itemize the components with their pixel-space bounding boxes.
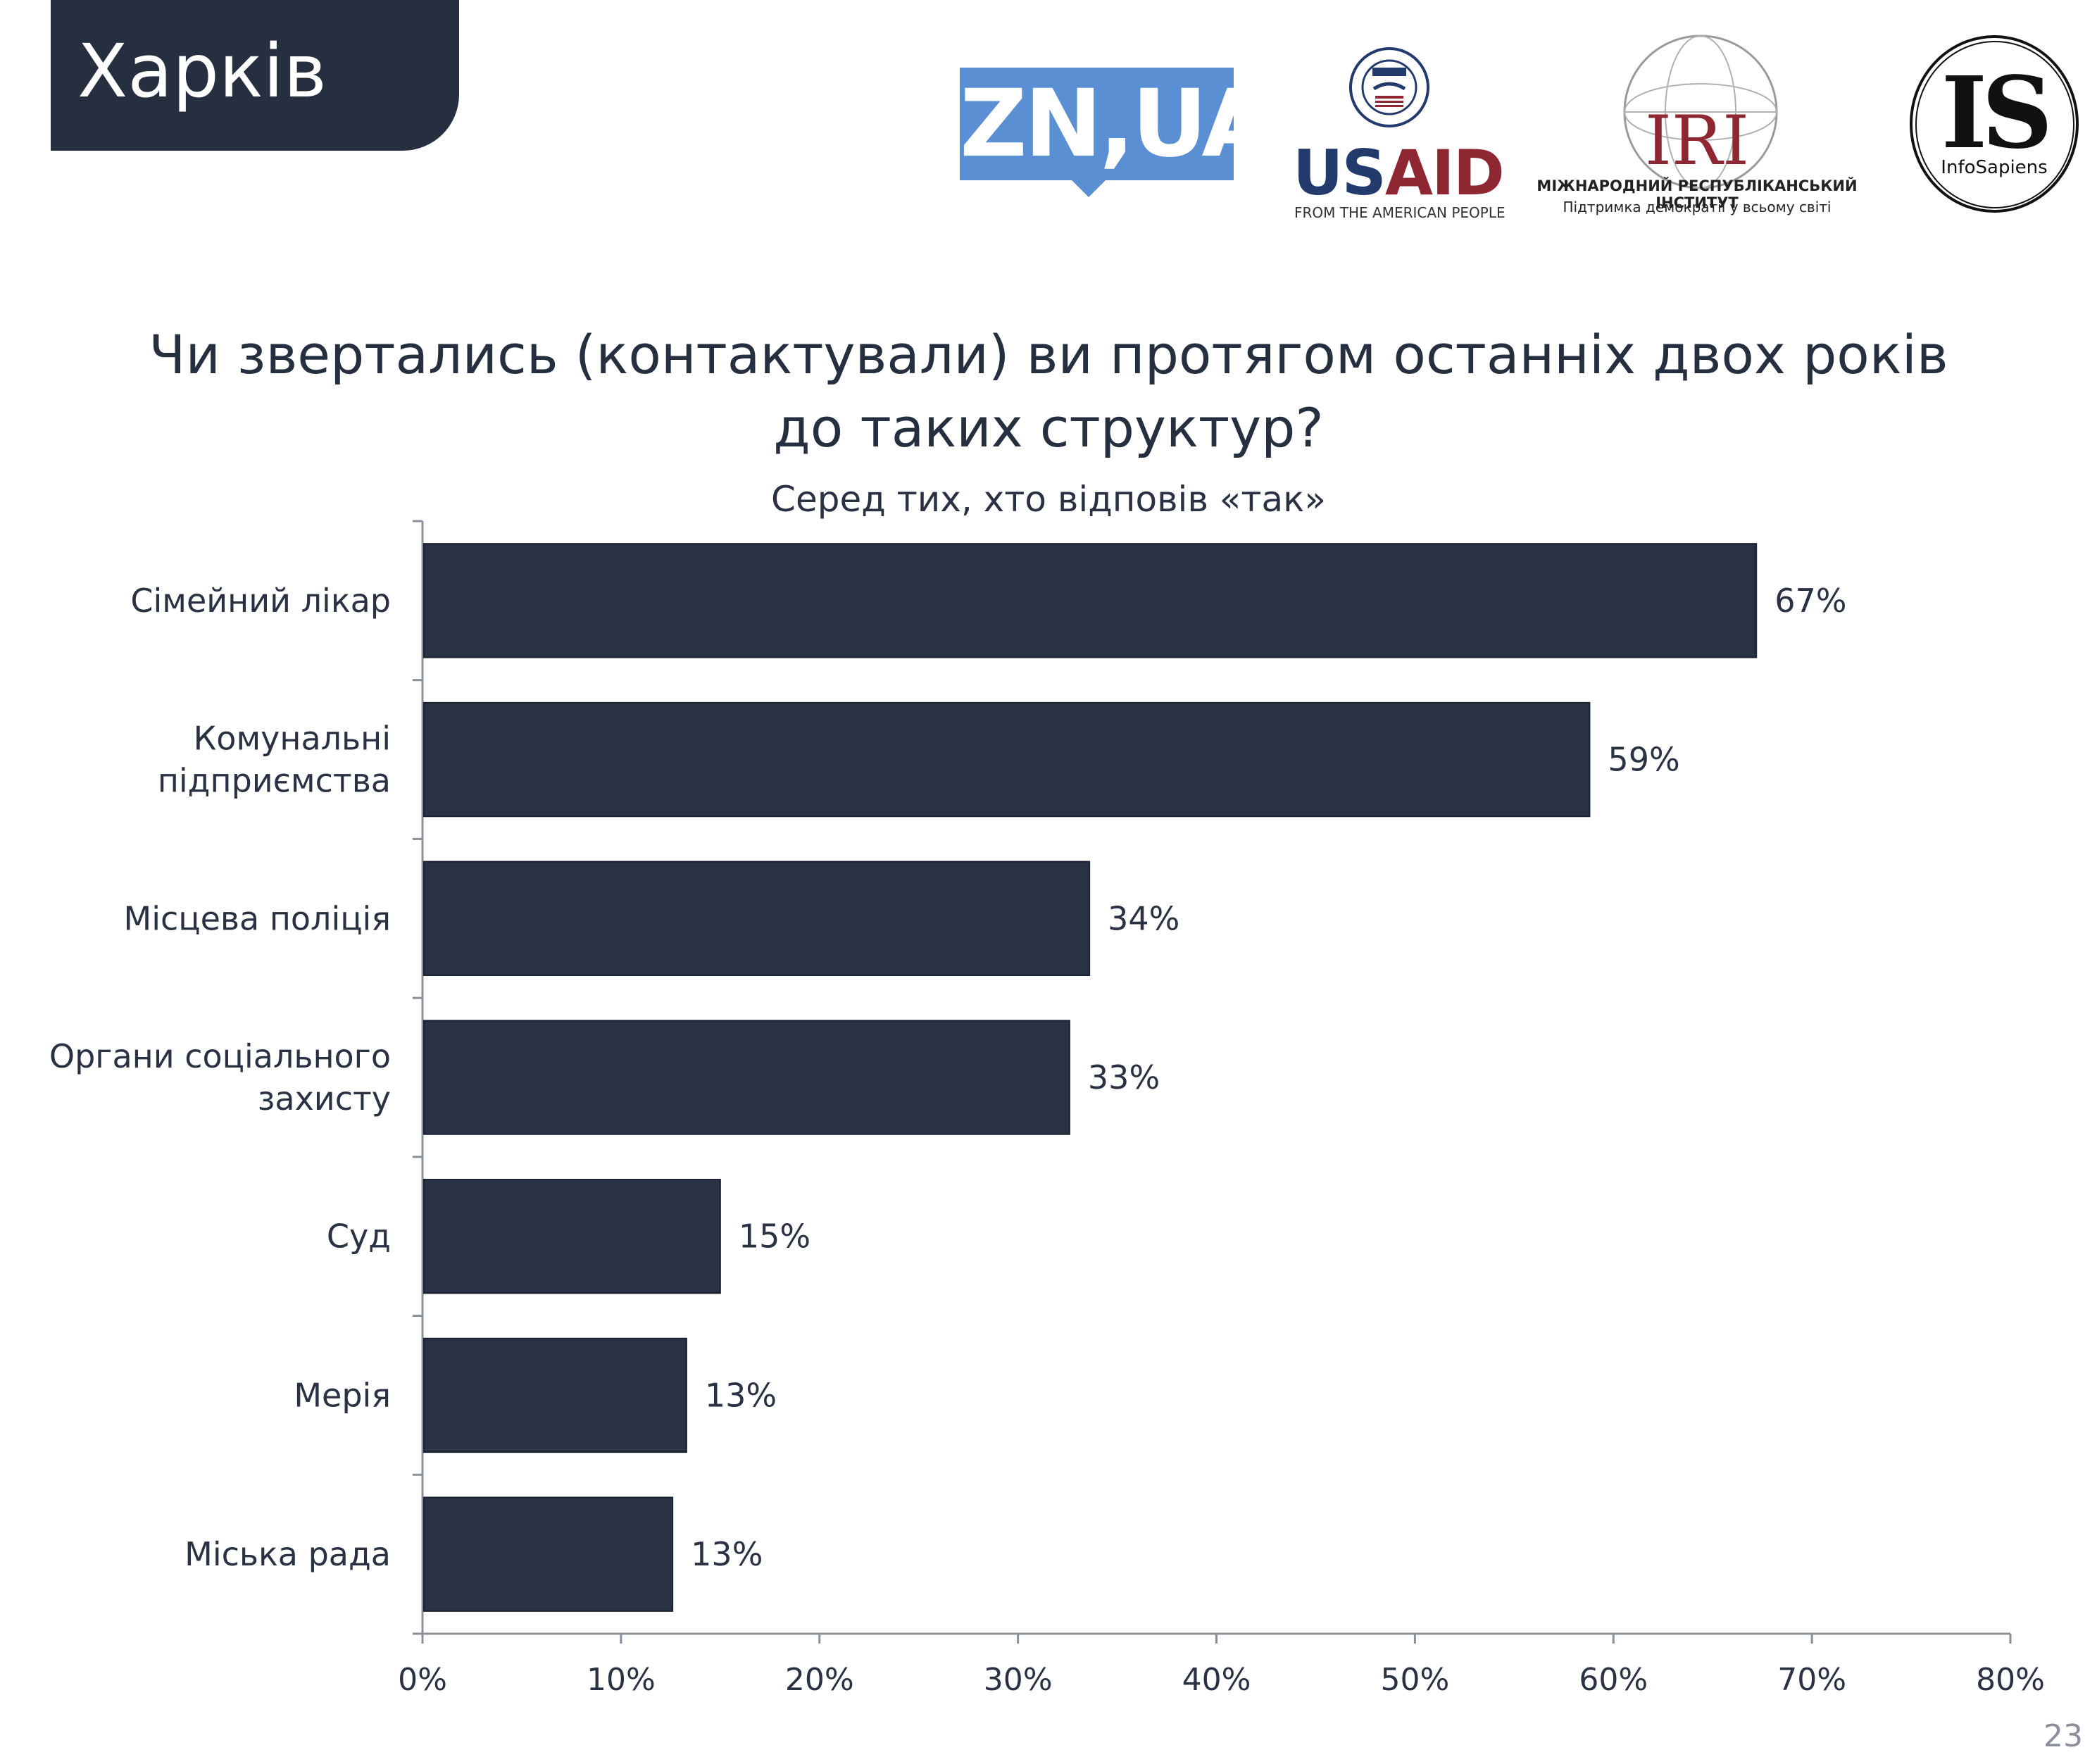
bar <box>423 1179 721 1294</box>
bar-value-label: 13% <box>691 1535 763 1573</box>
page-number: 23 <box>2043 1718 2083 1754</box>
bar-value-label: 33% <box>1088 1058 1160 1096</box>
category-label: Сімейний лікар <box>130 582 391 620</box>
category-label: Суд <box>327 1218 391 1256</box>
infosapiens-ring-icon <box>1910 35 2079 213</box>
city-tab: Харків <box>51 0 459 151</box>
zn-ua-logo: ZN,UA <box>960 68 1274 180</box>
usaid-wordmark: USAID <box>1293 137 1505 209</box>
bar <box>423 1337 687 1453</box>
category-label: підприємства <box>158 762 391 800</box>
iri-logo: IRI МІЖНАРОДНИЙ РЕСПУБЛІКАНСЬКИЙ ІНСТИТУ… <box>1521 31 1873 221</box>
iri-tagline: Підтримка демократії у всьому світі <box>1563 199 1832 215</box>
infosapiens-mark: IS <box>1941 56 2053 171</box>
bar <box>423 861 1091 976</box>
infosapiens-logo: IS InfoSapiens <box>1906 33 2082 215</box>
category-label: Місцева поліція <box>124 899 391 937</box>
x-tick-label: 30% <box>984 1662 1053 1698</box>
city-name: Харків <box>77 28 327 114</box>
bar <box>423 1020 1070 1135</box>
bar-value-label: 13% <box>705 1376 777 1414</box>
bar-value-label: 59% <box>1608 741 1679 779</box>
x-tick-label: 60% <box>1579 1662 1648 1698</box>
bar-value-label: 34% <box>1108 899 1179 937</box>
category-label: Органи соціального <box>49 1037 391 1075</box>
x-tick-label: 50% <box>1380 1662 1449 1698</box>
bar-value-label: 67% <box>1774 582 1846 620</box>
iri-wordmark: IRI <box>1644 101 1750 180</box>
category-label: Міська рада <box>184 1535 391 1573</box>
bar <box>423 543 1758 658</box>
x-tick-label: 20% <box>785 1662 854 1698</box>
usaid-tagline: FROM THE AMERICAN PEOPLE <box>1294 204 1506 221</box>
iri-name: МІЖНАРОДНИЙ РЕСПУБЛІКАНСЬКИЙ ІНСТИТУТ <box>1536 177 1858 211</box>
x-tick-label: 70% <box>1777 1662 1846 1698</box>
bar-value-label: 15% <box>739 1218 810 1256</box>
zn-ua-logo-tail <box>1070 179 1107 197</box>
x-tick-label: 40% <box>1182 1662 1251 1698</box>
chart-title: Чи звертались (контактували) ви протягом… <box>0 318 2097 465</box>
usaid-logo: USAID FROM THE AMERICAN PEOPLE <box>1289 46 1506 223</box>
x-tick-label: 10% <box>587 1662 656 1698</box>
usaid-seal-icon <box>1349 47 1429 127</box>
x-tick-label: 80% <box>1976 1662 2045 1698</box>
globe-icon <box>1623 35 1778 189</box>
category-label: Мерія <box>294 1376 391 1414</box>
bar <box>423 1496 674 1612</box>
chart-title-line-2: до таких структур? <box>773 396 1324 459</box>
category-label: Комунальні <box>194 720 391 758</box>
category-label: захисту <box>258 1080 391 1118</box>
usaid-wordmark-aid: AID <box>1384 137 1505 209</box>
x-tick-label: 0% <box>398 1662 447 1698</box>
usaid-wordmark-us: US <box>1293 137 1386 209</box>
chart-subtitle: Серед тих, хто відповів «так» <box>771 479 1326 520</box>
bar <box>423 701 1591 818</box>
chart-title-line-1: Чи звертались (контактували) ви протягом… <box>149 323 1948 386</box>
infosapiens-name: InfoSapiens <box>1941 157 2048 178</box>
